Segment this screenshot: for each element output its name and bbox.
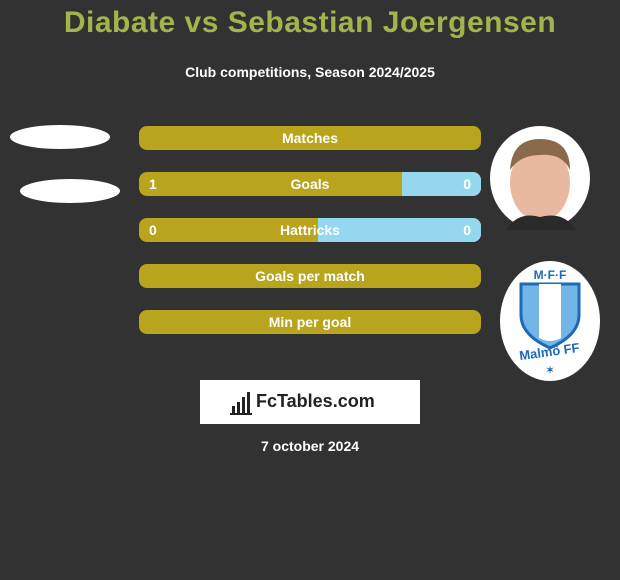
stat-bar: Goals 1 0 (139, 172, 481, 196)
bar-segment (402, 172, 481, 196)
svg-text:✶: ✶ (545, 363, 555, 377)
right-value: 0 (463, 176, 471, 192)
date: 7 october 2024 (260, 438, 360, 454)
left-value: 1 (149, 176, 157, 192)
player-photo (490, 126, 590, 230)
bar-segment (318, 218, 481, 242)
subtitle: Club competitions, Season 2024/2025 (185, 64, 435, 80)
stat-bar: Matches (139, 126, 481, 150)
brand-icon (230, 392, 252, 415)
brand-text: FcTables.com (256, 391, 375, 411)
stat-bar: Hattricks 0 0 (139, 218, 481, 242)
stat-label: Min per goal (268, 314, 352, 330)
stat-label: Goals (290, 176, 330, 192)
stat-label: Matches (281, 130, 339, 146)
stat-bar: Min per goal (139, 310, 481, 334)
title: Diabate vs Sebastian Joergensen (63, 6, 557, 39)
badge-top: M·F·F (534, 268, 567, 282)
left-placeholder (20, 179, 120, 203)
left-placeholder (10, 125, 110, 149)
stat-label: Hattricks (280, 222, 340, 238)
brand-box: FcTables.com (200, 380, 420, 424)
right-value: 0 (463, 222, 471, 238)
stat-bar: Goals per match (139, 264, 481, 288)
left-value: 0 (149, 222, 157, 238)
stat-label: Goals per match (255, 268, 365, 284)
club-badge: M·F·F Malmö FF ✶ (500, 261, 600, 381)
